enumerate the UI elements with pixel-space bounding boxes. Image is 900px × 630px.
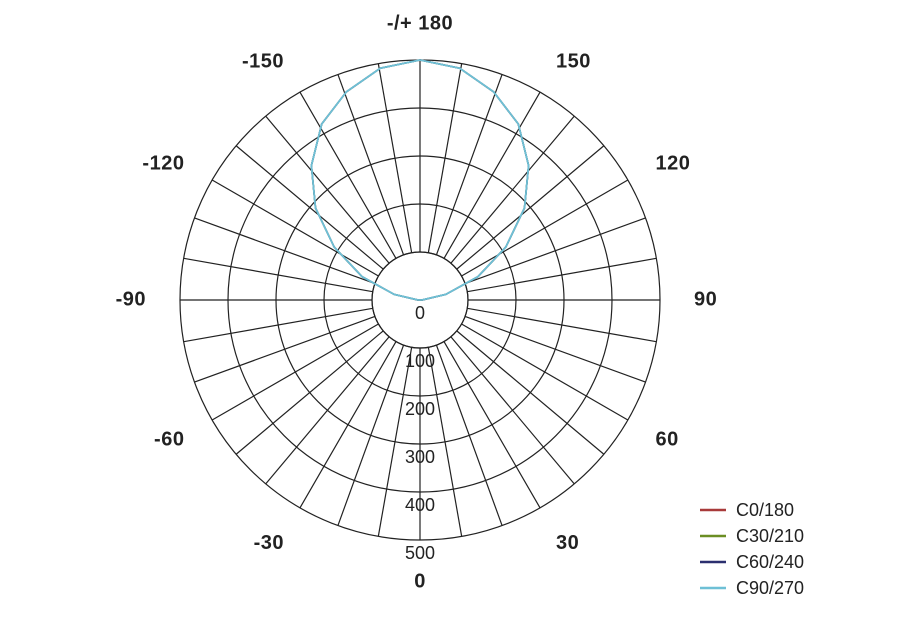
legend: C0/180 C30/210 C60/240 C90/270 [700,500,804,598]
polar-svg: -/+ 180 -150 -120 -90 -60 -30 0 30 60 90 120 150 0 10… [0,0,900,630]
angle-label: -90 [116,288,146,310]
legend-label: C60/240 [736,552,804,572]
radial-label: 100 [405,351,435,371]
angle-label: -60 [154,428,184,450]
legend-label: C0/180 [736,500,794,520]
angle-label: -30 [254,532,284,554]
angle-label: 120 [656,152,691,174]
angle-label: -120 [142,152,184,174]
angle-label: 30 [556,532,579,554]
angle-label: 90 [694,288,717,310]
angle-label: -/+ 180 [387,12,453,34]
angle-label: 0 [414,570,426,592]
radial-label: 500 [405,543,435,563]
legend-label: C30/210 [736,526,804,546]
radial-label: 0 [415,303,425,323]
legend-label: C90/270 [736,578,804,598]
angle-label: 60 [656,428,679,450]
angle-label: 150 [556,51,591,73]
radial-label: 400 [405,495,435,515]
radial-label: 200 [405,399,435,419]
polar-chart: -/+ 180 -150 -120 -90 -60 -30 0 30 60 90 120 150 0 10… [0,0,900,630]
radial-label: 300 [405,447,435,467]
angle-label: -150 [242,51,284,73]
